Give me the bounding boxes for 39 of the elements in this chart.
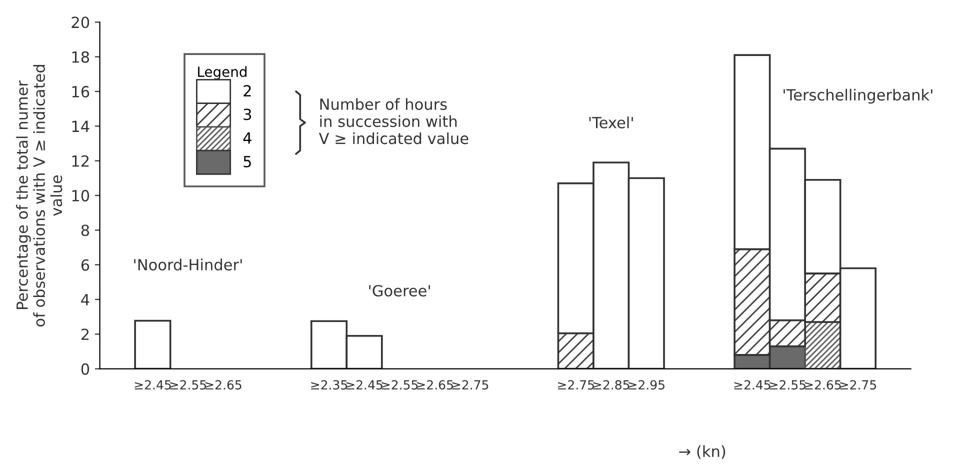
legend-label: 2 [244,85,251,96]
y-tick-label: 18 [72,51,90,63]
x-tick-label: ≥2.65 [416,380,453,390]
x-tick-label: ≥2.45 [346,380,382,390]
annotation: 'Terschellingerbank' [784,88,932,104]
x-axis-title: → (kn) [679,445,726,459]
y-tick-label: 14 [72,120,90,132]
x-tick-label: ≥2.85 [593,380,630,390]
bar [134,320,172,369]
x-tick-label: ≥2.75 [840,380,876,390]
y-tick-label: 20 [72,16,90,28]
legend-label: 3 [244,108,252,120]
x-tick-label: ≥2.45 [134,380,171,390]
x-tick-label: ≥2.65 [804,380,841,390]
x-tick-label: ≥2.35 [311,380,348,390]
legend-label: 5 [244,156,251,168]
y-tick-label: 8 [81,224,90,236]
x-tick-label: ≥2.55 [770,380,806,390]
x-tick-label: ≥2.45 [734,380,770,390]
legend-label: 4 [243,132,252,144]
x-tick-label: ≥2.95 [628,380,664,390]
annotation: Number of hours in succession with V ≥ indicated value [318,98,468,144]
y-tick-label: 2 [81,328,89,340]
x-tick-label: ≥2.65 [205,380,242,390]
annotation: 'Noord-Hinder' [134,258,242,271]
y-tick-label: 0 [81,363,90,375]
annotation: 'Goeree' [369,284,430,296]
y-tick-label: 6 [81,259,90,271]
y-tick-label: 12 [72,155,89,167]
legend-title: Legend [198,66,246,80]
x-tick-label: ≥2.55 [170,380,206,390]
y-axis-title: Percentage of the total numer of observations with V ≥ indicated value [16,65,62,326]
y-tick-label: 4 [81,294,90,306]
x-tick-label: ≥2.75 [452,380,488,390]
annotation: 'Texel' [589,116,633,128]
y-tick-label: 16 [72,86,90,98]
y-tick-label: 10 [72,190,90,202]
x-tick-label: ≥2.55 [382,380,418,390]
x-tick-label: ≥2.75 [558,380,594,390]
